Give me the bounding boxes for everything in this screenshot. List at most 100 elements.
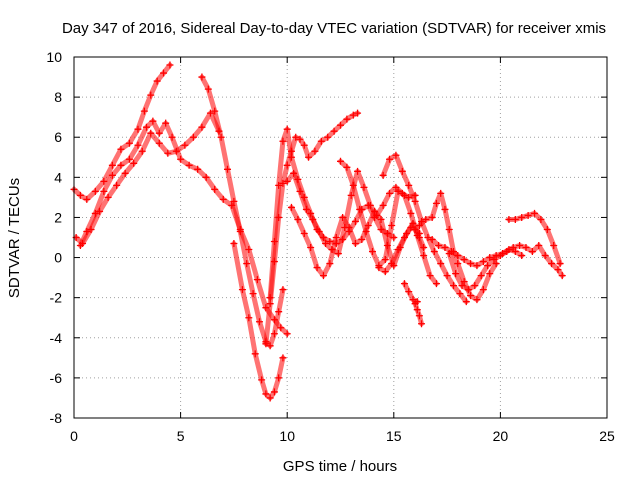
data-point	[108, 171, 116, 179]
data-point	[407, 209, 415, 217]
data-point	[309, 215, 317, 223]
data-point	[505, 215, 513, 223]
data-point	[104, 193, 112, 201]
data-point	[522, 244, 530, 252]
data-point	[185, 161, 193, 169]
data-point	[492, 260, 500, 268]
data-point	[311, 147, 319, 155]
data-point	[371, 207, 379, 215]
data-point	[415, 221, 423, 229]
series-track-14	[411, 300, 426, 328]
data-point	[400, 280, 408, 288]
data-point	[255, 318, 263, 326]
data-point	[307, 244, 315, 252]
data-point	[236, 227, 244, 235]
x-axis-title: GPS time / hours	[283, 458, 397, 475]
data-point	[134, 141, 142, 149]
data-point	[279, 286, 287, 294]
data-point	[349, 111, 357, 119]
data-point	[160, 69, 168, 77]
data-point	[245, 246, 253, 254]
data-point	[418, 320, 426, 328]
data-point	[266, 294, 274, 302]
data-point	[189, 133, 197, 141]
data-point	[386, 155, 394, 163]
data-point	[121, 169, 129, 177]
data-point	[83, 227, 91, 235]
data-point	[381, 256, 389, 264]
data-point	[275, 374, 283, 382]
data-point	[217, 133, 225, 141]
data-point	[428, 236, 436, 244]
data-point	[198, 123, 206, 131]
series-trace	[380, 152, 469, 305]
y-tick-label: 8	[54, 89, 62, 105]
data-point	[432, 199, 440, 207]
y-axis-title: SDTVAR / TECUs	[6, 178, 23, 298]
data-point	[125, 155, 133, 163]
data-point	[292, 133, 300, 141]
data-point	[238, 286, 246, 294]
data-point	[230, 240, 238, 248]
data-point	[535, 242, 543, 250]
chart-title: Day 347 of 2016, Sidereal Day-to-day VTE…	[62, 20, 606, 37]
data-point	[91, 209, 99, 217]
x-tick-label: 0	[70, 428, 78, 444]
data-point	[454, 260, 462, 268]
series-track-4	[198, 73, 287, 350]
data-point	[528, 248, 536, 256]
data-point	[343, 115, 351, 123]
data-point	[445, 225, 453, 233]
data-point	[467, 292, 475, 300]
data-point	[125, 139, 133, 147]
data-point	[283, 161, 291, 169]
data-point	[354, 167, 362, 175]
data-point	[270, 388, 278, 396]
data-point	[432, 280, 440, 288]
data-point	[168, 133, 176, 141]
data-point	[334, 250, 342, 258]
data-point	[452, 270, 460, 278]
data-point	[486, 254, 494, 262]
data-point	[275, 181, 283, 189]
data-point	[319, 272, 327, 280]
data-point	[287, 203, 295, 211]
data-point	[100, 187, 108, 195]
data-point	[294, 215, 302, 223]
tick-layer: 0 5 10 15 20 25 -8 -6 -4 -2 0 2 4 6 8 10	[46, 49, 615, 444]
data-point	[270, 238, 278, 246]
data-point	[368, 248, 376, 256]
data-point	[490, 256, 498, 264]
data-point	[443, 272, 451, 280]
data-point	[486, 270, 494, 278]
data-point	[479, 258, 487, 266]
data-point	[245, 314, 253, 322]
data-point	[437, 189, 445, 197]
data-point	[516, 242, 524, 250]
data-point	[266, 394, 274, 402]
data-point	[142, 123, 150, 131]
data-point	[556, 260, 564, 268]
data-point	[76, 191, 84, 199]
data-point	[305, 153, 313, 161]
x-tick-label: 5	[177, 428, 185, 444]
data-point	[315, 227, 323, 235]
data-point	[467, 260, 475, 268]
y-tick-label: 0	[54, 250, 62, 266]
data-point	[424, 234, 432, 241]
data-point	[392, 151, 400, 159]
data-point	[554, 266, 562, 274]
series-trace	[506, 210, 563, 267]
data-point	[426, 272, 434, 280]
data-point	[394, 187, 402, 195]
series-track-3	[76, 117, 291, 338]
data-point	[509, 244, 517, 252]
data-point	[337, 121, 344, 129]
data-point	[339, 213, 347, 221]
data-point	[83, 195, 91, 203]
data-point	[420, 244, 428, 252]
data-point	[409, 296, 417, 304]
data-point	[177, 155, 185, 163]
data-point	[313, 264, 321, 272]
data-point	[458, 282, 466, 290]
